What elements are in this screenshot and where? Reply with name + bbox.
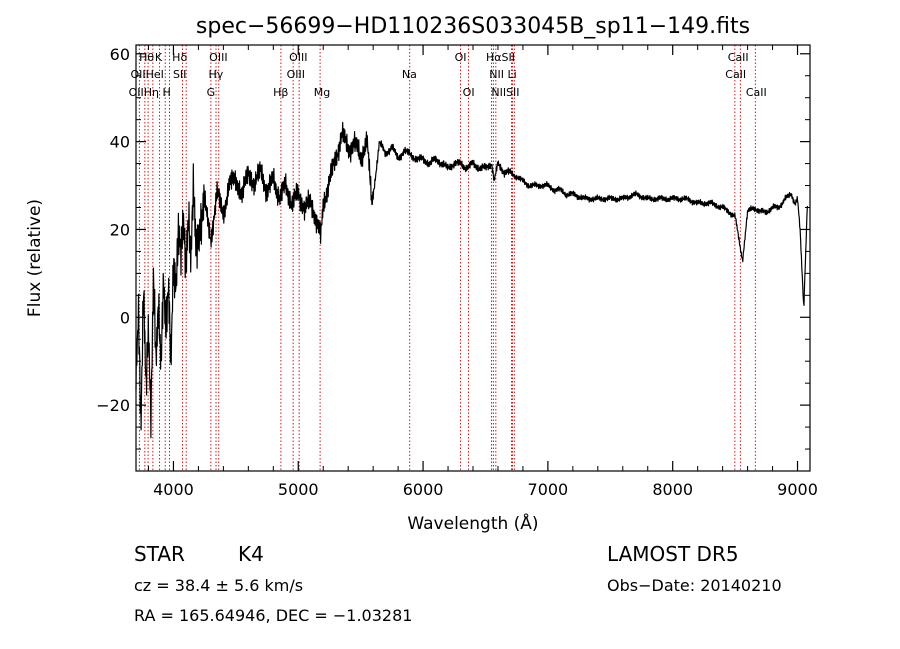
x-axis-label: Wavelength (Å) [407,512,538,534]
y-tick-label: 20 [110,220,130,239]
marker-label: Hγ [208,68,223,81]
marker-label: CaII [746,86,767,99]
coordinates: RA = 165.64946, DEC = −1.03281 [134,606,412,625]
observation-date: Obs−Date: 20140210 [607,576,782,595]
y-tick-label: 40 [110,133,130,152]
redshift-velocity: cz = 38.4 ± 5.6 km/s [134,576,303,595]
marker-label: SII [173,68,186,81]
marker-label: Mg [314,86,330,99]
marker-label: OIII [289,51,307,64]
marker-label: CaII [728,51,749,64]
y-axis-ticks: −20 0 20 40 60 [96,45,810,450]
marker-label: OI [455,51,467,64]
object-class: STAR [134,542,185,566]
y-tick-label: 60 [110,45,130,64]
y-tick-label: −20 [96,396,130,415]
marker-label: CaII [725,68,746,81]
marker-label: OIII [287,68,305,81]
marker-label: G [207,86,216,99]
x-axis-ticks: 4000 5000 6000 7000 8000 9000 [147,45,818,499]
subclass: K4 [238,542,264,566]
plot-frame [135,44,811,472]
marker-label: OIII [209,51,227,64]
x-tick-label: 5000 [278,480,319,499]
x-tick-label: 4000 [153,480,194,499]
spectral-line-markers [138,45,756,471]
marker-label: Hβ [273,86,288,99]
y-axis-label: Flux (relative) [25,199,45,317]
marker-label: OIIHη H [129,86,171,99]
survey-name: LAMOST DR5 [607,542,739,566]
spectrum-line [135,121,808,439]
x-tick-label: 6000 [403,480,444,499]
x-tick-label: 9000 [777,480,818,499]
marker-label: K [155,51,163,64]
marker-label: Na [402,68,417,81]
x-tick-label: 7000 [528,480,569,499]
y-tick-label: 0 [120,308,130,327]
marker-label: OIIHeI [131,68,164,81]
marker-label: Hδ [172,51,187,64]
x-tick-label: 8000 [652,480,693,499]
marker-label: OI [463,86,475,99]
marker-label: NIISII [491,86,519,99]
marker-label: NII Li [489,68,516,81]
marker-label: HαSII [486,51,515,64]
marker-label: Hθ [139,51,154,64]
spectral-line-labels: Hθ K Hδ OIII OIII OI HαSII CaII OIIHeI SII Hγ OIII N… [129,51,767,99]
chart-title: spec−56699−HD110236S033045B_sp11−149.fit… [196,14,750,39]
